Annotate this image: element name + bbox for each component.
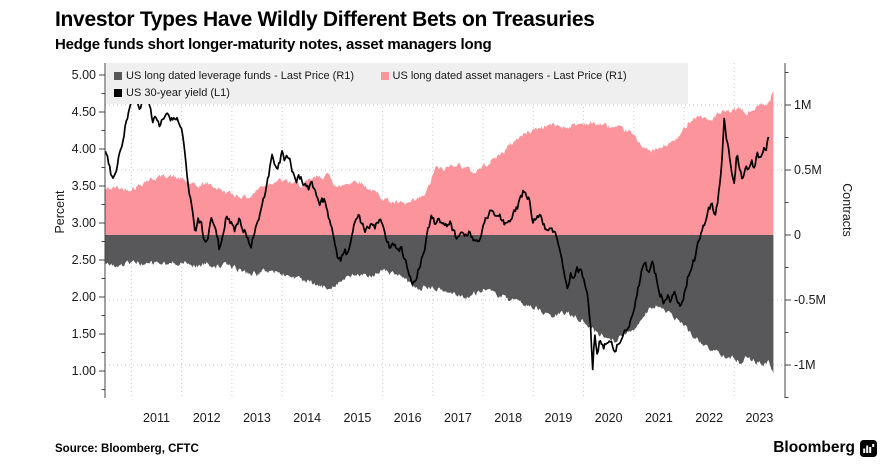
year-tick-label: 2019 — [545, 411, 573, 425]
legend-label: US 30-year yield (L1) — [126, 87, 230, 99]
bloomberg-terminal-icon — [860, 439, 877, 457]
area-asset-managers — [105, 90, 774, 235]
left-tick-label: 3.00 — [72, 216, 96, 230]
tick-labels: 5.00 4.50 4.00 3.50 3.00 2.50 2.00 1.50 1.00 1M 0.… — [72, 68, 826, 425]
year-tick-label: 2018 — [494, 411, 522, 425]
right-tick-label: 0.5M — [794, 163, 822, 177]
left-tick-label: 1.00 — [72, 364, 96, 378]
source-note: Source: Bloomberg, CFTC — [55, 443, 199, 455]
year-tick-label: 2023 — [745, 411, 773, 425]
left-tick-label: 1.50 — [72, 327, 96, 341]
left-tick-label: 2.50 — [72, 253, 96, 267]
yield-swatch-icon — [114, 88, 122, 97]
left-axis-title: Percent — [53, 190, 67, 234]
year-tick-label: 2015 — [344, 411, 372, 425]
legend-label: US long dated asset managers - Last Pric… — [392, 70, 627, 82]
left-tick-label: 4.00 — [72, 142, 96, 156]
leverage-funds-swatch-icon — [114, 71, 122, 80]
year-tick-label: 2014 — [293, 411, 321, 425]
chart-legend: US long dated leverage funds - Last Pric… — [106, 63, 688, 104]
left-tick-label: 3.50 — [72, 179, 96, 193]
brand-logo: Bloomberg — [773, 439, 877, 457]
page-title: Investor Types Have Wildly Different Bet… — [55, 8, 595, 31]
yield-line-series — [105, 91, 770, 371]
legend-label: US long dated leverage funds - Last Pric… — [126, 70, 355, 82]
brand-wordmark: Bloomberg — [773, 439, 855, 456]
left-tick-label: 5.00 — [72, 68, 96, 82]
page-subtitle: Hedge funds short longer-maturity notes,… — [55, 36, 492, 53]
left-tick-label: 2.00 — [72, 290, 96, 304]
right-tick-label: -1M — [794, 358, 816, 372]
year-tick-label: 2016 — [394, 411, 422, 425]
area-leverage-funds — [105, 235, 774, 374]
area-series — [105, 90, 774, 374]
axes — [99, 63, 791, 399]
legend-item-asset-managers: US long dated asset managers - Last Pric… — [380, 69, 627, 84]
year-tick-label: 2012 — [193, 411, 221, 425]
legend-item-leverage-funds: US long dated leverage funds - Last Pric… — [114, 69, 354, 84]
year-tick-label: 2020 — [595, 411, 623, 425]
year-tick-label: 2013 — [243, 411, 271, 425]
year-tick-label: 2017 — [444, 411, 472, 425]
year-tick-label: 2021 — [645, 411, 673, 425]
legend-item-30yr-yield: US 30-year yield (L1) — [114, 86, 230, 101]
yield-line — [105, 91, 770, 371]
right-tick-label: 0 — [794, 228, 801, 242]
asset-managers-swatch-icon — [380, 71, 389, 80]
right-tick-label: 1M — [794, 98, 811, 112]
left-tick-label: 4.50 — [72, 105, 96, 119]
year-tick-label: 2022 — [695, 411, 723, 425]
right-axis-title: Contracts — [840, 183, 854, 237]
year-tick-label: 2011 — [143, 411, 170, 425]
right-tick-label: -0.5M — [794, 293, 826, 307]
